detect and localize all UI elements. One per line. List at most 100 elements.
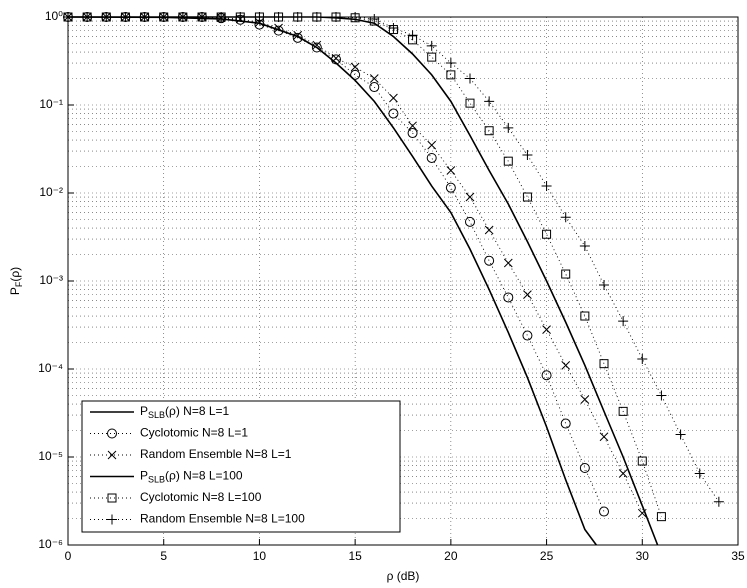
marker [369, 74, 379, 83]
marker [618, 406, 628, 416]
marker [522, 192, 532, 202]
x-tick-label: 30 [636, 549, 650, 563]
legend-label: PSLB(ρ) N=8 L=1 [140, 404, 230, 420]
legend-label: Random Ensemble N=8 L=1 [140, 447, 292, 461]
marker [446, 166, 456, 175]
marker [255, 17, 264, 27]
marker [177, 12, 188, 22]
marker [158, 12, 169, 22]
marker [120, 12, 131, 22]
marker [311, 12, 322, 22]
marker [446, 70, 456, 80]
marker [503, 258, 513, 268]
marker [503, 292, 514, 303]
marker [675, 429, 686, 440]
marker [311, 42, 322, 53]
marker [713, 496, 724, 507]
x-tick-label: 0 [65, 549, 72, 563]
marker [522, 330, 533, 341]
marker [580, 311, 590, 321]
marker [656, 390, 667, 401]
marker [350, 62, 360, 72]
marker [407, 128, 418, 139]
marker [694, 468, 705, 479]
marker [107, 428, 117, 439]
marker [293, 30, 303, 40]
marker [369, 82, 380, 93]
legend-label: Cyclotomic N=8 L=1 [140, 426, 248, 440]
x-tick-label: 35 [731, 549, 745, 563]
marker [484, 96, 495, 107]
marker [107, 514, 117, 525]
marker [107, 493, 117, 503]
legend-label: Random Ensemble N=8 L=100 [140, 512, 305, 526]
y-tick-label: 10⁻⁴ [38, 361, 63, 375]
marker [82, 12, 93, 22]
marker [522, 150, 533, 161]
marker [254, 12, 265, 22]
y-tick-label: 10⁻¹ [39, 97, 63, 111]
marker [560, 418, 571, 429]
marker [618, 469, 628, 478]
series-line [67, 16, 597, 546]
x-tick-label: 10 [253, 549, 267, 563]
marker [465, 216, 475, 227]
series-line [68, 16, 662, 517]
marker [561, 269, 571, 279]
y-tick-label: 10⁻⁶ [38, 537, 63, 551]
marker [63, 12, 73, 22]
marker [484, 225, 494, 235]
marker [388, 108, 399, 119]
marker [503, 156, 513, 166]
marker [388, 22, 399, 33]
marker [579, 240, 590, 251]
series-line [68, 16, 720, 503]
marker [197, 12, 207, 22]
marker [331, 53, 341, 63]
x-axis-label: ρ (dB) [387, 569, 420, 583]
marker [407, 30, 418, 41]
marker [273, 12, 284, 22]
marker [637, 456, 647, 466]
marker [503, 122, 514, 133]
series-line [68, 16, 605, 512]
marker [465, 192, 475, 202]
marker [426, 152, 437, 163]
marker [580, 395, 590, 404]
legend-box [81, 400, 401, 533]
marker [107, 450, 117, 460]
marker [312, 40, 322, 50]
marker [426, 40, 437, 51]
marker [389, 93, 398, 103]
marker [235, 12, 246, 22]
marker [560, 212, 571, 223]
marker [523, 290, 532, 299]
marker [350, 69, 361, 80]
marker [561, 361, 571, 370]
marker [408, 121, 417, 131]
legend-label: PSLB(ρ) N=8 L=100 [140, 469, 243, 485]
marker [427, 140, 437, 150]
marker [273, 25, 284, 36]
y-axis-label: PF(ρ) [8, 267, 24, 295]
marker [292, 32, 303, 43]
marker [292, 12, 303, 22]
marker [637, 353, 648, 364]
marker [350, 12, 361, 22]
marker [331, 54, 341, 65]
marker [274, 23, 283, 33]
marker [599, 432, 609, 442]
legend-label: Cyclotomic N=8 L=100 [140, 490, 262, 504]
marker [139, 12, 150, 22]
y-tick-label: 10⁻⁵ [38, 449, 63, 463]
marker [445, 58, 456, 69]
marker [541, 370, 552, 381]
marker [465, 73, 475, 84]
y-tick-label: 10⁰ [45, 9, 63, 23]
marker [656, 512, 666, 522]
marker [618, 316, 629, 327]
marker [579, 462, 590, 473]
marker [465, 98, 475, 108]
marker [484, 255, 495, 266]
